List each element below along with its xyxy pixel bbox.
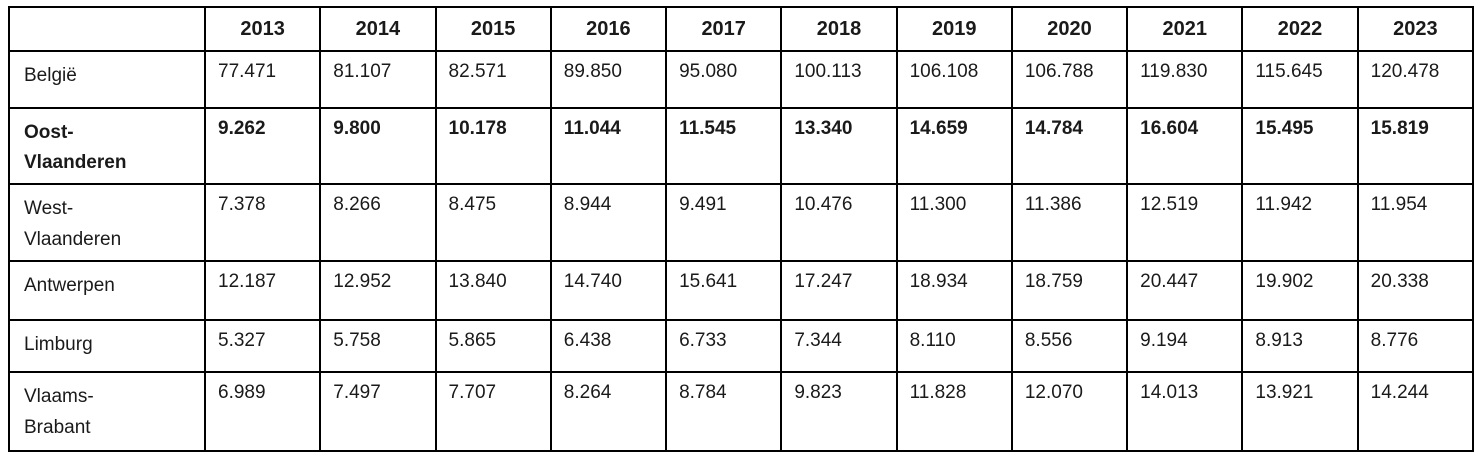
value-cell: 14.659 [895,106,1013,186]
row-label-cell: Limburg [8,318,206,374]
value-cell: 8.776 [1356,318,1475,374]
value-cell: 89.850 [549,50,668,109]
year-header: 2016 [549,6,668,52]
value-cell: 10.476 [780,183,898,263]
value-cell: 8.944 [549,183,668,263]
value-cell: 9.823 [780,371,898,452]
row-label: Oost-Vlaanderen [24,121,127,173]
value-cell: 20.447 [1126,260,1244,321]
table-row: Limburg 5.327 5.758 5.865 6.438 6.733 7.344 8.1… [8,318,1475,374]
year-header: 2022 [1241,6,1359,52]
value-cell: 8.556 [1010,318,1129,374]
value-cell: 11.942 [1241,183,1359,263]
value-cell: 6.438 [549,318,668,374]
value-cell: 77.471 [203,50,322,109]
value-cell: 20.338 [1356,260,1475,321]
data-table: 2013 2014 2015 2016 2017 2018 2019 2020 2021 2022… [8,6,1475,452]
value-cell: 115.645 [1241,50,1359,109]
value-cell: 14.740 [549,260,668,321]
row-label: Vlaams-Brabant [24,386,94,438]
value-cell: 8.475 [434,183,552,263]
row-label-cell: België [8,50,206,109]
year-header: 2017 [665,6,783,52]
value-cell: 11.044 [549,106,668,186]
value-cell: 100.113 [780,50,898,109]
value-cell: 7.497 [319,371,437,452]
value-cell: 11.954 [1356,183,1475,263]
row-label: België [24,65,77,86]
value-cell: 12.070 [1010,371,1129,452]
year-header: 2023 [1356,6,1475,52]
year-header: 2013 [203,6,322,52]
value-cell: 19.902 [1241,260,1359,321]
value-cell: 8.110 [895,318,1013,374]
value-cell: 12.519 [1126,183,1244,263]
value-cell: 11.300 [895,183,1013,263]
value-cell: 95.080 [665,50,783,109]
value-cell: 13.340 [780,106,898,186]
value-cell: 15.641 [665,260,783,321]
row-label: Antwerpen [24,275,115,297]
row-label-cell: Antwerpen [8,260,206,321]
value-cell: 14.784 [1010,106,1129,186]
value-cell: 81.107 [319,50,437,109]
value-cell: 8.784 [665,371,783,452]
value-cell: 15.495 [1241,106,1359,186]
table-row: West-Vlaanderen 7.378 8.266 8.475 8.944 9.491… [8,183,1475,263]
row-label: Limburg [24,333,93,355]
value-cell: 14.013 [1126,371,1244,452]
value-cell: 10.178 [434,106,552,186]
value-cell: 6.989 [203,371,322,452]
table-row: Vlaams-Brabant 6.989 7.497 7.707 8.264 8.784 9… [8,371,1475,452]
year-header: 2014 [319,6,437,52]
value-cell: 11.828 [895,371,1013,452]
year-header: 2015 [434,6,552,52]
corner-cell [8,6,206,52]
table-row: Antwerpen 12.187 12.952 13.840 14.740 15.641 1… [8,260,1475,321]
value-cell: 18.759 [1010,260,1129,321]
value-cell: 7.378 [203,183,322,263]
value-cell: 12.952 [319,260,437,321]
value-cell: 9.491 [665,183,783,263]
value-cell: 11.386 [1010,183,1129,263]
year-header: 2020 [1010,6,1129,52]
value-cell: 16.604 [1126,106,1244,186]
value-cell: 8.266 [319,183,437,263]
value-cell: 13.921 [1241,371,1359,452]
value-cell: 5.758 [319,318,437,374]
value-cell: 9.800 [319,106,437,186]
value-cell: 15.819 [1356,106,1475,186]
value-cell: 14.244 [1356,371,1475,452]
value-cell: 5.327 [203,318,322,374]
row-label: West-Vlaanderen [24,198,122,250]
value-cell: 9.194 [1126,318,1244,374]
table-row: Oost-Vlaanderen 9.262 9.800 10.178 11.044 11.… [8,106,1475,186]
value-cell: 9.262 [203,106,322,186]
value-cell: 5.865 [434,318,552,374]
value-cell: 120.478 [1356,50,1475,109]
value-cell: 7.344 [780,318,898,374]
value-cell: 7.707 [434,371,552,452]
header-row: 2013 2014 2015 2016 2017 2018 2019 2020 2021 2022… [8,6,1475,52]
year-header: 2021 [1126,6,1244,52]
year-header: 2018 [780,6,898,52]
table-row: België 77.471 81.107 82.571 89.850 95.080 100.… [8,50,1475,109]
value-cell: 8.913 [1241,318,1359,374]
value-cell: 13.840 [434,260,552,321]
value-cell: 8.264 [549,371,668,452]
value-cell: 6.733 [665,318,783,374]
value-cell: 18.934 [895,260,1013,321]
row-label-cell: West-Vlaanderen [8,183,206,263]
year-header: 2019 [895,6,1013,52]
value-cell: 11.545 [665,106,783,186]
value-cell: 17.247 [780,260,898,321]
value-cell: 106.788 [1010,50,1129,109]
value-cell: 106.108 [895,50,1013,109]
value-cell: 119.830 [1126,50,1244,109]
value-cell: 82.571 [434,50,552,109]
row-label-cell: Vlaams-Brabant [8,371,206,452]
row-label-cell: Oost-Vlaanderen [8,106,206,186]
value-cell: 12.187 [203,260,322,321]
